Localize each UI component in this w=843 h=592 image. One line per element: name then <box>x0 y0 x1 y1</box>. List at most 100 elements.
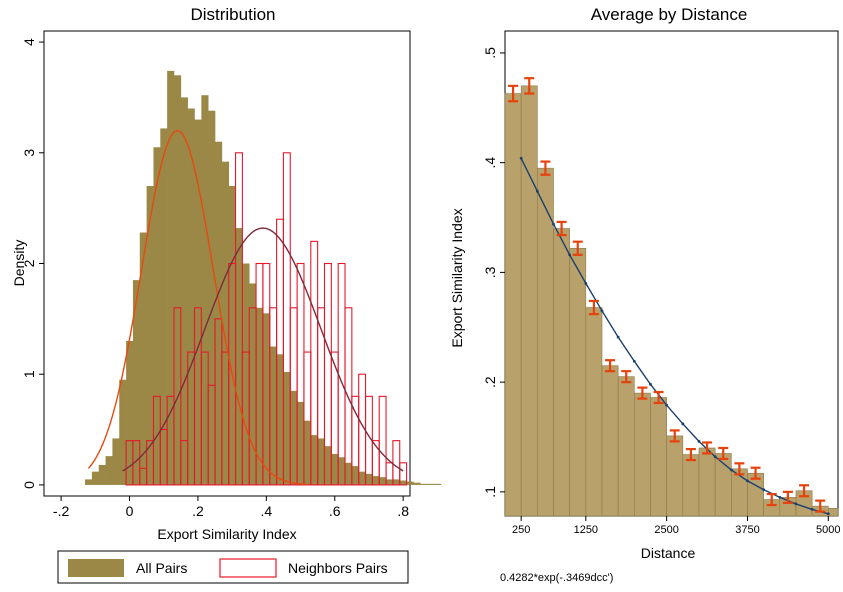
fit-point <box>713 455 717 459</box>
right-y-axis: .1 .2 .3 .4 .5 <box>482 47 505 498</box>
all-pairs-bar <box>290 390 298 485</box>
left-x-axis-label: Export Similarity Index <box>157 526 296 542</box>
legend-swatch-neighbors-pairs <box>219 558 277 578</box>
fit-equation-note: 0.4282*exp(-.3469dcc') <box>500 572 613 584</box>
normal-curves <box>87 129 404 486</box>
error-bar <box>718 446 729 461</box>
normal-curve-2 <box>122 227 404 472</box>
all-pairs-bar <box>187 108 195 485</box>
left-y-tick-label: 4 <box>21 38 37 46</box>
all-pairs-bar <box>180 97 188 485</box>
fit-point <box>729 468 733 472</box>
left-chart-title: Distribution <box>190 5 275 24</box>
right-x-tick-label: 2500 <box>654 524 678 536</box>
all-pairs-bar <box>372 476 380 485</box>
left-x-tick-label: .4 <box>260 503 272 519</box>
all-pairs-bars <box>85 70 442 485</box>
left-x-tick-label: .6 <box>329 503 341 519</box>
error-bar <box>524 77 535 95</box>
all-pairs-bar <box>167 70 175 485</box>
error-bar <box>766 492 777 507</box>
all-pairs-bar <box>358 471 366 485</box>
fit-curve <box>519 156 830 516</box>
right-y-tick-label: .3 <box>482 266 498 278</box>
error-bar <box>815 499 826 513</box>
fit-point <box>746 479 749 483</box>
legend: All Pairs Neighbors Pairs <box>57 550 409 584</box>
left-y-tick-label: 0 <box>21 481 37 489</box>
distance-bars <box>504 85 839 517</box>
all-pairs-bar <box>331 453 339 485</box>
normal-curve-1 <box>87 129 308 486</box>
legend-label-all-pairs: All Pairs <box>136 560 187 576</box>
fit-point <box>568 253 572 257</box>
left-panel: Distribution 0 1 2 3 4 -.2 0 .2 .4 .6 .8 Export S… <box>11 5 442 584</box>
all-pairs-bar <box>160 128 168 485</box>
right-y-tick-label: .4 <box>482 157 498 169</box>
left-x-tick-label: 0 <box>126 503 134 519</box>
all-pairs-bar <box>242 263 250 485</box>
error-bar <box>588 299 599 316</box>
error-bar <box>750 466 761 480</box>
all-pairs-bar <box>338 457 346 485</box>
distance-bar <box>569 247 587 517</box>
all-pairs-bar <box>194 119 202 485</box>
all-pairs-bar <box>303 420 312 485</box>
all-pairs-bar <box>276 354 284 485</box>
all-pairs-bar <box>406 481 414 485</box>
legend-frame <box>57 550 409 584</box>
all-pairs-bar <box>310 435 318 485</box>
neighbors-pairs-bar <box>337 262 346 486</box>
right-x-axis: 250 1250 2500 3750 5000 <box>512 516 841 536</box>
distance-bar <box>634 392 651 517</box>
error-bar <box>669 429 680 443</box>
all-pairs-bar <box>317 438 325 485</box>
all-pairs-bar <box>399 480 407 485</box>
all-pairs-bar <box>386 479 394 485</box>
fit-point <box>665 403 669 407</box>
all-pairs-bar <box>132 280 141 485</box>
all-pairs-bar <box>365 473 373 485</box>
right-x-tick-label: 1250 <box>574 524 598 536</box>
right-y-tick-label: .5 <box>482 47 498 59</box>
all-pairs-bar <box>98 465 106 485</box>
right-y-axis-label: Export Similarity Index <box>449 208 465 347</box>
right-x-axis-label: Distance <box>641 545 696 561</box>
error-bar <box>653 390 664 405</box>
all-pairs-bar <box>256 307 264 485</box>
neighbors-pairs-bar <box>378 395 387 486</box>
distance-bar <box>650 397 667 517</box>
all-pairs-bar <box>221 161 230 485</box>
distance-bar <box>682 454 700 517</box>
all-pairs-bar <box>126 341 134 485</box>
left-x-tick-label: -.2 <box>53 503 70 519</box>
distance-bar <box>617 376 635 517</box>
all-pairs-bar <box>228 186 236 485</box>
right-x-tick-label: 250 <box>512 524 530 536</box>
left-y-tick-label: 1 <box>21 370 37 378</box>
all-pairs-bar <box>139 232 147 485</box>
distance-bar <box>553 228 570 517</box>
all-pairs-bar <box>215 141 223 485</box>
fit-point <box>600 309 604 313</box>
error-bar <box>702 441 713 455</box>
fit-point <box>794 502 798 506</box>
left-y-axis-label: Density <box>11 240 27 287</box>
right-y-tick-label: .2 <box>482 376 498 388</box>
fit-point <box>810 508 814 511</box>
distance-bar <box>504 93 522 517</box>
all-pairs-bar <box>262 313 271 485</box>
all-pairs-bar <box>379 477 387 485</box>
right-y-tick-label: .1 <box>482 486 498 498</box>
fit-point <box>649 382 652 386</box>
error-bar <box>799 484 810 498</box>
error-bar <box>508 84 519 103</box>
all-pairs-bar <box>153 147 161 485</box>
neighbors-pairs-bar <box>399 462 408 486</box>
error-bar <box>782 490 793 504</box>
all-pairs-bar <box>249 283 257 485</box>
all-pairs-bar <box>392 479 401 485</box>
distance-bar <box>585 307 603 517</box>
all-pairs-bar <box>324 446 332 485</box>
